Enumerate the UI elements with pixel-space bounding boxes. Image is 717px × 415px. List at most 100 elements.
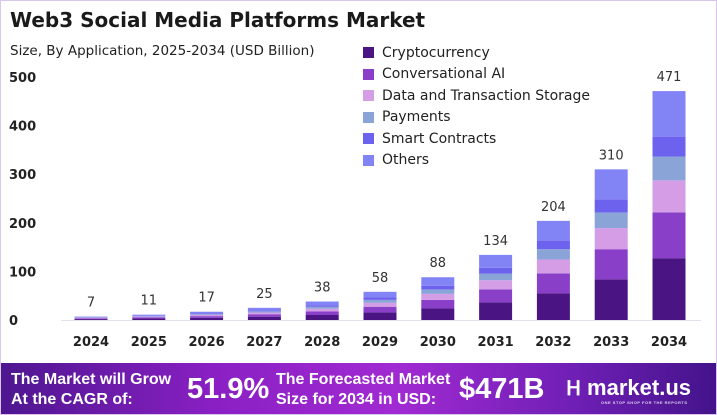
chart-subtitle: Size, By Application, 2025-2034 (USD Bil…	[10, 43, 315, 59]
bar-segment-conversational-ai	[421, 299, 455, 309]
bar-total-label: 134	[483, 234, 508, 249]
bar-total-label: 38	[314, 281, 331, 296]
legend-item: Others	[363, 150, 590, 172]
x-tick-label: 2034	[651, 335, 687, 350]
legend-swatch	[363, 111, 374, 123]
summary-banner: The Market will Grow At the CAGR of: 51.…	[1, 363, 716, 414]
bar-segment-data-and-transaction-storage	[190, 314, 224, 317]
bar-segment-others	[247, 307, 281, 311]
bar-segment-conversational-ai	[652, 212, 686, 259]
legend-swatch	[363, 90, 374, 102]
bar-segment-others	[479, 254, 513, 268]
bar-segment-cryptocurrency	[594, 279, 628, 320]
y-tick-label: 200	[9, 217, 36, 232]
bar-segment-cryptocurrency	[363, 312, 397, 320]
legend-label: Smart Contracts	[382, 130, 497, 147]
bar-segment-smart-contracts	[363, 297, 397, 300]
bar-segment-smart-contracts	[247, 310, 281, 312]
bar-segment-others	[190, 311, 224, 314]
bar-segment-cryptocurrency	[247, 316, 281, 320]
bar-segment-data-and-transaction-storage	[132, 316, 166, 318]
legend-item: Smart Contracts	[363, 128, 590, 150]
bar-segment-data-and-transaction-storage	[479, 280, 513, 290]
bar-total-label: 471	[657, 70, 682, 85]
bar-segment-conversational-ai	[479, 289, 513, 303]
forecast-label-line2: Size for 2034 in USD:	[276, 391, 437, 408]
y-tick-label: 300	[9, 168, 36, 183]
legend: Cryptocurrency Conversational AI Data and …	[363, 42, 590, 171]
bar-segment-payments	[247, 311, 281, 313]
bar-segment-smart-contracts	[479, 267, 513, 274]
x-tick-label: 2031	[478, 335, 514, 350]
logo-text: market.us	[587, 375, 691, 400]
bar-segment-payments	[594, 212, 628, 229]
legend-swatch	[363, 154, 374, 166]
bar-segment-data-and-transaction-storage	[305, 308, 339, 312]
logo-icon: ᕼ	[566, 377, 582, 400]
bar-segment-others	[652, 91, 686, 137]
bar-segment-smart-contracts	[305, 305, 339, 307]
bar-segment-others	[421, 277, 455, 286]
bar-segment-data-and-transaction-storage	[421, 293, 455, 300]
bar-segment-others	[536, 220, 570, 241]
legend-swatch	[363, 68, 374, 80]
bar-segment-conversational-ai	[132, 317, 166, 319]
bar-total-label: 11	[141, 294, 158, 309]
x-tick-label: 2027	[246, 335, 282, 350]
legend-label: Payments	[382, 109, 451, 126]
legend-label: Conversational AI	[382, 66, 506, 83]
cagr-label: The Market will Grow At the CAGR of:	[11, 370, 171, 410]
bar-segment-data-and-transaction-storage	[652, 180, 686, 213]
bar-total-label: 58	[372, 271, 389, 286]
legend-item: Conversational AI	[363, 64, 590, 86]
bar-segment-conversational-ai	[74, 318, 108, 320]
bar-segment-cryptocurrency	[479, 302, 513, 320]
x-tick-label: 2030	[420, 335, 456, 350]
bar-segment-smart-contracts	[594, 199, 628, 213]
bar-segment-data-and-transaction-storage	[363, 302, 397, 307]
market-us-logo: ᕼ market.us	[566, 375, 691, 401]
bar-segment-payments	[652, 156, 686, 181]
cagr-label-line2: At the CAGR of:	[11, 391, 133, 408]
legend-label: Others	[382, 152, 430, 169]
bar-segment-cryptocurrency	[132, 318, 166, 320]
x-tick-label: 2025	[131, 335, 167, 350]
forecast-value: $471B	[459, 373, 545, 405]
bar-segment-payments	[479, 273, 513, 281]
bar-segment-others	[594, 169, 628, 200]
bar-segment-cryptocurrency	[190, 317, 224, 320]
x-tick-label: 2029	[362, 335, 398, 350]
x-tick-label: 2026	[189, 335, 225, 350]
bar-segment-conversational-ai	[305, 311, 339, 315]
legend-label: Cryptocurrency	[382, 44, 490, 61]
x-tick-label: 2028	[304, 335, 340, 350]
legend-item: Payments	[363, 107, 590, 129]
bar-segment-cryptocurrency	[74, 319, 108, 320]
bar-total-label: 7	[87, 296, 95, 311]
bar-segment-conversational-ai	[594, 249, 628, 280]
forecast-label: The Forecasted Market Size for 2034 in U…	[276, 370, 450, 410]
legend-swatch	[363, 47, 374, 59]
y-tick-label: 0	[9, 314, 18, 329]
bar-segment-conversational-ai	[536, 273, 570, 294]
bar-segment-data-and-transaction-storage	[247, 312, 281, 315]
bar-segment-conversational-ai	[190, 316, 224, 318]
bar-segment-smart-contracts	[421, 285, 455, 290]
bar-segment-smart-contracts	[652, 136, 686, 157]
plot-area: 0 100 200 300 400 500 7 2024 11 2025 17 2026 25 2027 3…	[9, 70, 701, 350]
bar-segment-cryptocurrency	[421, 308, 455, 320]
bar-total-label: 310	[599, 148, 624, 163]
bar-segment-cryptocurrency	[652, 258, 686, 320]
bar-segment-data-and-transaction-storage	[536, 259, 570, 274]
bar-segment-payments	[190, 314, 224, 315]
bar-segment-payments	[421, 289, 455, 294]
legend-swatch	[363, 133, 374, 145]
logo-tagline: ONE STOP SHOP FOR THE REPORTS	[601, 400, 688, 405]
bar-total-label: 204	[541, 200, 566, 215]
bar-segment-others	[74, 316, 108, 318]
bar-segment-data-and-transaction-storage	[594, 228, 628, 250]
bar-segment-others	[132, 314, 166, 316]
bar-segment-conversational-ai	[247, 314, 281, 317]
legend-item: Cryptocurrency	[363, 42, 590, 64]
